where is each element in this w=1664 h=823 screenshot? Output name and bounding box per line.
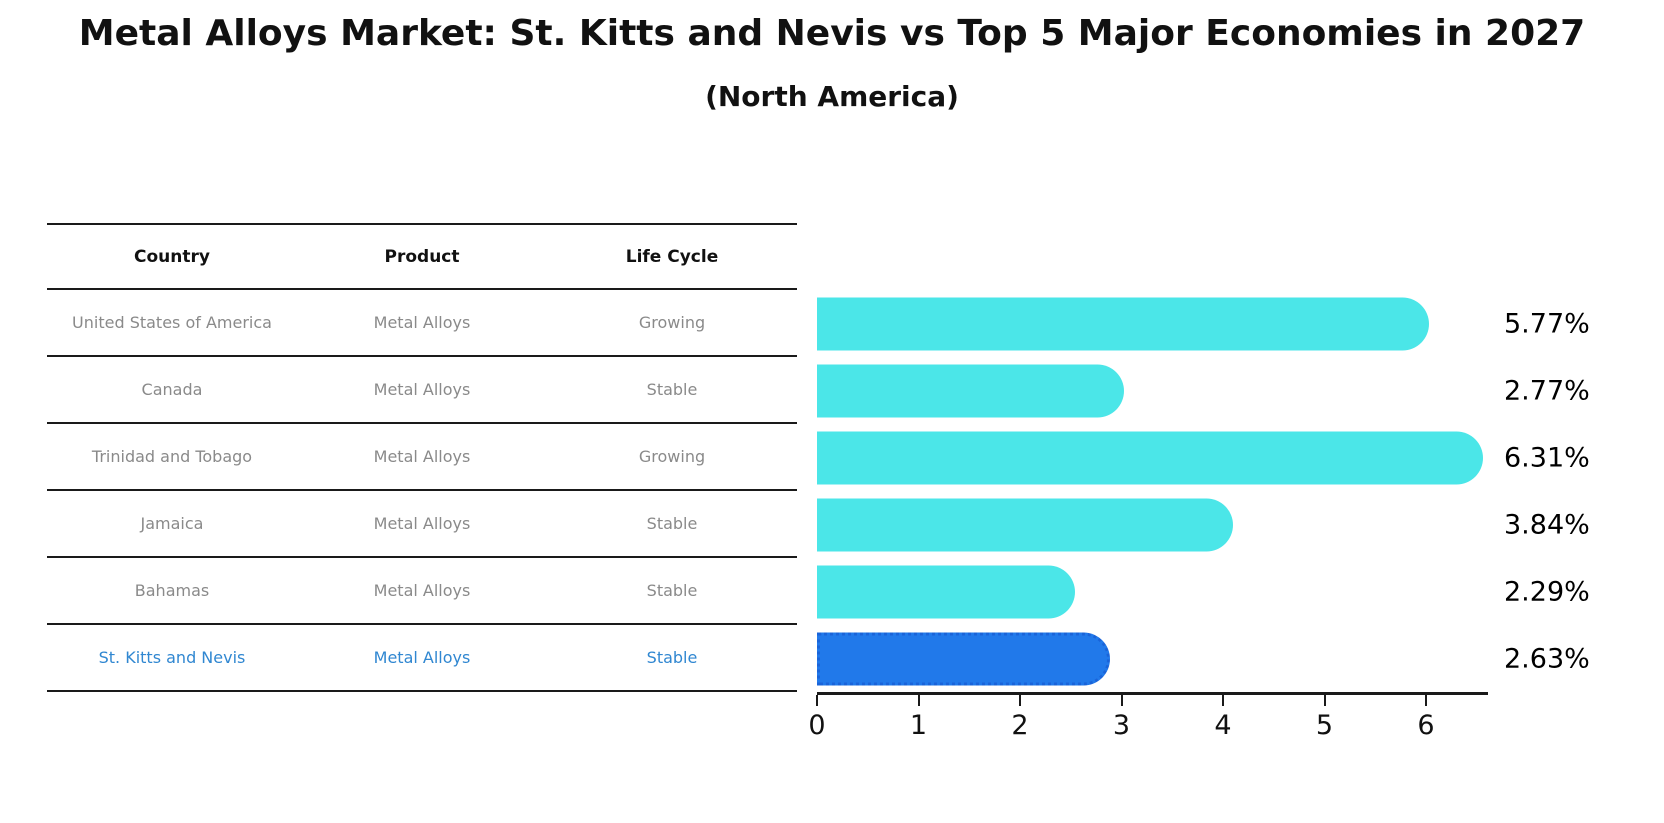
x-axis-tick-label: 1 [909,710,928,741]
x-axis-tick-label: 6 [1417,710,1435,741]
x-axis: 0 1 2 3 4 5 6 [808,692,1488,741]
bar-row: 2.63% [817,625,1590,692]
table-cell-country: Trinidad and Tobago [91,447,253,466]
x-axis-tick-label: 3 [1112,710,1131,741]
table-cell-product: Metal Alloys [373,581,471,600]
table-cell-product: Metal Alloys [373,648,471,667]
bar-row: 2.29% [817,558,1590,625]
table-header-row: Country Product Life Cycle [47,223,797,290]
highlight-bar [817,632,1110,685]
table-cell-life-cycle: Stable [646,514,698,533]
bar [817,431,1484,484]
table-row: St. Kitts and Nevis Metal Alloys Stable [47,625,797,692]
x-axis-tick [1120,695,1123,706]
table-row: Bahamas Metal Alloys Stable [47,558,797,625]
table-cell-country: St. Kitts and Nevis [98,648,246,667]
x-axis-tick [1222,695,1224,706]
x-axis-tick [1425,695,1427,706]
bar-chart: 5.77% 2.77% 6.31% 3.84% 2.29% 2.63% [817,290,1590,692]
table-cell-product: Metal Alloys [373,313,471,332]
country-table: Country Product Life Cycle United States… [47,223,797,692]
bar-value-label: 5.77% [1504,308,1590,339]
table-cell-product: Metal Alloys [373,380,471,399]
table-header-country: Country [134,246,210,267]
bar-row: 6.31% [817,424,1590,491]
x-axis-tick [917,695,920,706]
table-cell-product: Metal Alloys [373,447,471,466]
table-row: Jamaica Metal Alloys Stable [47,491,797,558]
table-cell-country: Bahamas [134,581,210,600]
table-cell-life-cycle: Growing [638,313,706,332]
x-axis-tick-label: 2 [1011,710,1029,741]
chart-title: Metal Alloys Market: St. Kitts and Nevis… [78,13,1586,54]
bar-value-label: 2.63% [1504,643,1590,674]
bar-value-label: 3.84% [1504,509,1590,540]
x-axis-tick-label: 5 [1315,710,1334,741]
table-cell-country: Canada [141,380,203,399]
table-row: Canada Metal Alloys Stable [47,357,797,424]
table-cell-life-cycle: Growing [638,447,706,466]
table-cell-product: Metal Alloys [373,514,471,533]
x-axis-tick [1019,695,1021,706]
table-header-product: Product [384,246,460,267]
table-cell-country: Jamaica [140,514,204,533]
x-axis-tick [1323,695,1326,706]
bar [817,498,1233,551]
table-row: United States of America Metal Alloys Grow… [47,290,797,357]
table-body: United States of America Metal Alloys Grow… [47,290,797,692]
table-cell-country: United States of America [72,313,272,332]
x-axis-tick-label: 4 [1214,710,1232,741]
x-axis-tick [816,695,818,706]
x-axis-tick-label: 0 [808,710,826,741]
table-row: Trinidad and Tobago Metal Alloys Growing [47,424,797,491]
table-cell-life-cycle: Stable [646,648,698,667]
bar [817,565,1076,618]
table-cell-life-cycle: Stable [646,581,698,600]
bar-value-label: 6.31% [1504,442,1590,473]
chart-subtitle: (North America) [705,80,959,113]
table-header-life-cycle: Life Cycle [625,246,719,267]
bar [817,364,1125,417]
bar [817,297,1429,350]
bar-row: 2.77% [817,357,1590,424]
bar-row: 3.84% [817,491,1590,558]
table-cell-life-cycle: Stable [646,380,698,399]
bar-value-label: 2.29% [1504,576,1590,607]
bar-row: 5.77% [817,290,1590,357]
bar-value-label: 2.77% [1504,375,1590,406]
